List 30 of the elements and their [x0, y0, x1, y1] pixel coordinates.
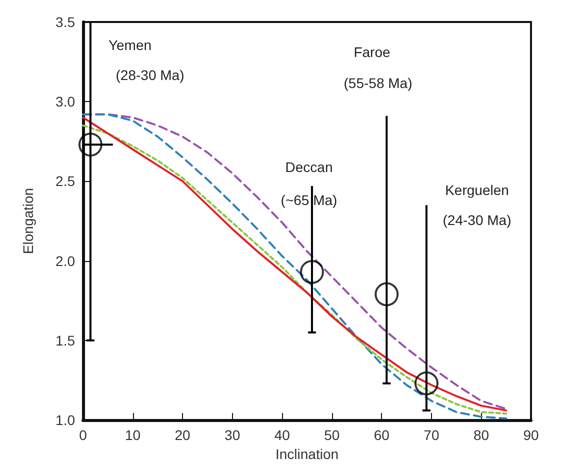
- x-tick-label: 20: [174, 427, 191, 443]
- x-tick-label: 90: [523, 427, 539, 443]
- annotation: (~65 Ma): [280, 192, 338, 208]
- annotation: Kerguelen: [445, 182, 509, 198]
- x-tick-label: 80: [473, 427, 490, 443]
- annotation: Deccan: [285, 159, 333, 175]
- y-tick-label: 2.5: [56, 173, 76, 190]
- annotation: (55-58 Ma): [344, 75, 412, 91]
- y-tick-label: 3.0: [56, 94, 76, 110]
- y-tick-label: 3.5: [56, 14, 76, 30]
- x-tick-label: 50: [324, 427, 340, 443]
- x-tick-label: 30: [224, 427, 240, 443]
- annotation: (24-30 Ma): [442, 212, 512, 228]
- point: [300, 260, 324, 284]
- point: [374, 282, 399, 306]
- x-tick-label: 60: [374, 427, 390, 443]
- y-tick-label: 2.0: [56, 252, 76, 269]
- y-axis-title: Elongation: [20, 188, 36, 254]
- annotation: (28-30 Ma): [116, 67, 184, 83]
- annotation: Yemen: [108, 37, 152, 53]
- y-tick-label: 1.5: [56, 332, 76, 348]
- x-tick-label: 0: [79, 427, 88, 443]
- annotation: Faroe: [354, 44, 390, 60]
- x-tick-label: 70: [424, 427, 440, 443]
- x-tick-label: 40: [274, 427, 290, 443]
- point: [78, 132, 102, 157]
- x-axis-title: Inclination: [275, 446, 339, 462]
- point: [414, 371, 438, 396]
- y-tick-label: 1.0: [56, 412, 76, 428]
- x-tick-label: 10: [124, 427, 141, 443]
